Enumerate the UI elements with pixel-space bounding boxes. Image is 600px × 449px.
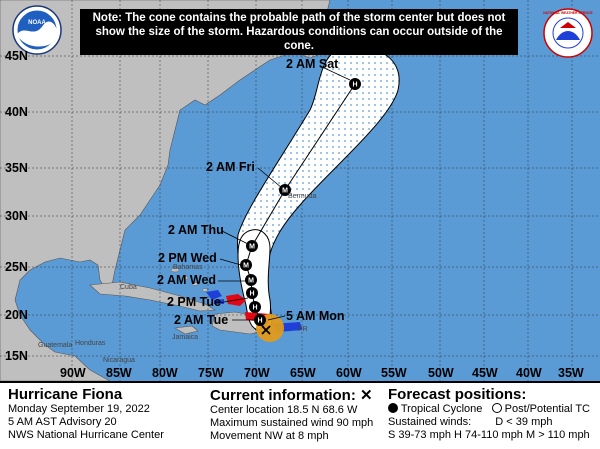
nws-logo-text: NATIONAL WEATHER SERVICE (543, 11, 593, 15)
depression-range: D < 39 mph (495, 416, 553, 428)
lon-label: 55W (381, 366, 407, 380)
marker-fri (279, 184, 291, 196)
lon-label: 40W (516, 366, 542, 380)
north-america-land (0, 0, 331, 381)
noaa-logo-text: NOAA (28, 20, 46, 26)
label-leaders (217, 65, 351, 321)
place-label-cuba: Cuba (120, 284, 137, 291)
track-label-pm-wed: 2 PM Wed (158, 251, 217, 265)
forecast-map: H M M M M H H H NOAA NATIONAL WEATHER SE… (0, 0, 600, 381)
lon-label: 50W (428, 366, 454, 380)
marker-pm-tue-letter: H (249, 291, 254, 298)
place-label-honduras: Honduras (75, 340, 106, 347)
lat-label: 40N (5, 105, 28, 119)
open-circle-icon (491, 403, 502, 413)
sustained-winds-label: Sustained winds: (388, 416, 472, 428)
noaa-logo: NOAA (12, 5, 62, 55)
marker-fri-letter: M (282, 188, 288, 195)
lon-label: 45W (472, 366, 498, 380)
tropical-cyclone-label: Tropical Cyclone (400, 403, 483, 415)
lon-label: 35W (558, 366, 584, 380)
track-label-sat: 2 AM Sat (286, 57, 339, 71)
issuing-center: NWS National Hurricane Center (8, 429, 164, 441)
storm-advisory: 5 AM AST Advisory 20 (8, 416, 117, 428)
track-label-am-tue: 2 AM Tue (174, 313, 229, 327)
track-label-pm-tue: 2 PM Tue (167, 295, 221, 309)
place-label-guatemala: Guatemala (38, 342, 73, 349)
marker-sat (349, 78, 361, 90)
forecast-symbol-row: Tropical Cyclone Post/Potential TC (388, 403, 590, 416)
lon-label: 75W (198, 366, 224, 380)
marker-am-tue-letter: H (252, 305, 257, 312)
lon-label: 85W (106, 366, 132, 380)
marker-pm-tue (246, 287, 258, 299)
marker-pm-wed (240, 259, 252, 271)
track-label-am-wed: 2 AM Wed (157, 273, 217, 287)
lat-label: 25N (5, 260, 28, 274)
max-wind: Maximum sustained wind 90 mph (210, 417, 374, 429)
marker-am-tue (249, 301, 261, 313)
storm-name: Hurricane Fiona (8, 386, 123, 403)
track-label-mon: 5 AM Mon (286, 309, 345, 323)
lon-label: 80W (152, 366, 178, 380)
bahamas-islands (170, 267, 208, 292)
marker-am-wed (245, 274, 257, 286)
lon-label: 70W (244, 366, 270, 380)
track-label-thu: 2 AM Thu (168, 223, 224, 237)
lon-label: 60W (336, 366, 362, 380)
lat-label: 45N (5, 49, 28, 63)
marker-sat-letter: H (352, 82, 357, 89)
storm-date: Monday September 19, 2022 (8, 403, 150, 415)
nws-logo: NATIONAL WEATHER SERVICE (543, 8, 593, 58)
forecast-markers: H M M M M H H H (240, 78, 361, 326)
filled-circle-icon (388, 403, 398, 413)
lon-label: 65W (290, 366, 316, 380)
movement: Movement NW at 8 mph (210, 430, 329, 442)
cuba-land (89, 281, 216, 312)
place-label-nicaragua: Nicaragua (103, 357, 135, 364)
center-location: Center location 18.5 N 68.6 W (210, 404, 358, 416)
marker-pm-wed-letter: M (243, 263, 249, 270)
current-position-icon (261, 325, 271, 335)
current-info-title: Current information: ✕ (210, 387, 373, 404)
place-label-jamaica: Jamaica (172, 334, 199, 341)
marker-thu-letter: M (249, 244, 255, 251)
marker-mon-letter: H (257, 318, 262, 325)
cone-note: Note: The cone contains the probable pat… (80, 9, 518, 55)
lon-label: 90W (60, 366, 86, 380)
current-position-symbol: ✕ (360, 387, 373, 404)
marker-thu (246, 240, 258, 252)
lat-label: 35N (5, 161, 28, 175)
forecast-legend: Forecast positions: Tropical Cyclone Pos… (388, 386, 590, 442)
storm-info: Hurricane Fiona Monday September 19, 202… (8, 386, 164, 442)
jamaica-land (174, 325, 199, 335)
lat-label: 20N (5, 308, 28, 322)
place-label-bahamas: Bahamas (173, 264, 203, 271)
category-ranges: S 39-73 mph H 74-110 mph M > 110 mph (388, 429, 590, 441)
marker-mon (254, 314, 266, 326)
forecast-legend-title: Forecast positions: (388, 386, 527, 403)
marker-am-wed-letter: M (248, 278, 254, 285)
current-info: Current information: ✕ Center location 1… (210, 386, 373, 443)
place-label-pr: PR (298, 326, 308, 333)
lat-label: 30N (5, 209, 28, 223)
track-label-fri: 2 AM Fri (206, 160, 255, 174)
post-potential-tc-label: Post/Potential TC (504, 403, 591, 415)
legend-footer: Hurricane Fiona Monday September 19, 202… (0, 381, 600, 449)
lat-label: 15N (5, 349, 28, 363)
sustained-winds-row: Sustained winds: D < 39 mph (388, 416, 590, 429)
place-label-bermuda: Bermuda (288, 193, 317, 200)
